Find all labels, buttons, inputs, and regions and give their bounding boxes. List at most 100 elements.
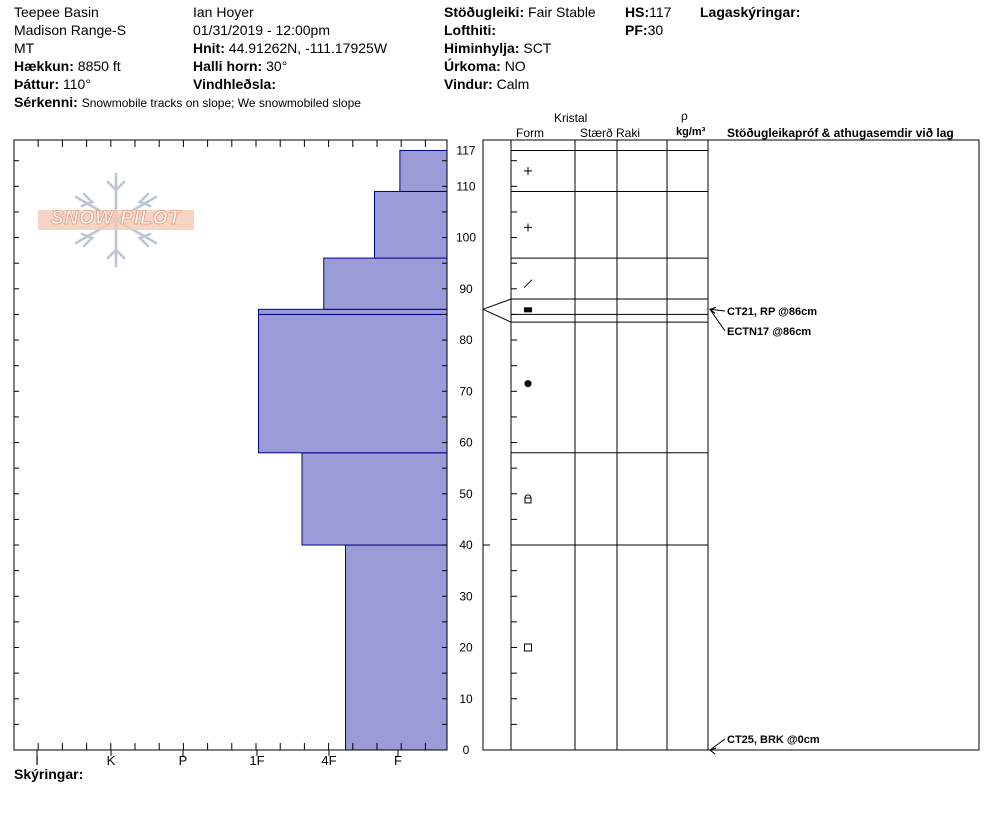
hardness-bar-5 [374, 190, 448, 259]
precip-label: Úrkoma: [444, 58, 501, 74]
hardness-bar-2 [258, 313, 448, 454]
rho-header: ρ [681, 109, 688, 123]
depth-label-90: 90 [459, 282, 473, 296]
hardness-label-5: F [394, 753, 402, 768]
hardness-label-4: 4F [321, 753, 336, 768]
depth-label-80: 80 [459, 333, 473, 347]
wind-label: Vindur: [444, 76, 493, 92]
hardness-label-3: 1F [249, 753, 264, 768]
wind-value: Calm [496, 76, 530, 92]
stability-test-label-0: CT21, RP @86cm [727, 306, 817, 318]
hs-label: HS: [625, 4, 650, 20]
elevation-label: Hækkun: [14, 58, 74, 74]
pf-value: 30 [647, 22, 664, 38]
form-symbol-rounding-faceted [524, 494, 532, 504]
hardness-bar-1 [301, 452, 448, 546]
range-name: Madison Range-S [14, 22, 127, 38]
hardness-bar-4 [323, 257, 448, 310]
depth-label-0: 0 [463, 743, 470, 757]
slope-value: 30° [266, 58, 288, 74]
stability-value: Fair Stable [528, 4, 596, 20]
depth-label-100: 100 [456, 231, 476, 245]
precip-row: Úrkoma: NO [444, 58, 526, 75]
tests-header: Stöðugleikapróf & athugasemdir við lag [727, 126, 954, 140]
depth-label-30: 30 [459, 589, 473, 603]
pf-label: PF: [625, 22, 648, 38]
aspect-row: Þáttur: 110° [14, 76, 91, 93]
depth-label-117: 117 [456, 143, 475, 157]
form-symbol-filled-rect [524, 307, 532, 313]
coords-row: Hnit: 44.91262N, -111.17925W [193, 40, 387, 57]
size-header: Stærð [580, 126, 613, 140]
slope-row: Halli horn: 30° [193, 58, 287, 75]
airtemp-label: Lofthiti: [444, 22, 497, 38]
airtemp-row: Lofthiti: [444, 22, 496, 39]
form-symbol-slash [523, 279, 533, 289]
sky-row: Himinhylja: SCT [444, 40, 551, 57]
depth-label-50: 50 [459, 487, 473, 501]
snowpilot-logo: SNOW PILOT [36, 170, 196, 270]
weak-layer-connector-bottom [482, 308, 512, 323]
features-row: Sérkenni: Snowmobile tracks on slope; We… [14, 94, 361, 112]
depth-label-20: 20 [459, 641, 473, 655]
hardness-bars [258, 149, 448, 751]
features-label: Sérkenni: [14, 94, 78, 110]
stability-tests: CT21, RP @86cm ECTN17 @86cm CT25, BRK @0cm [708, 306, 820, 755]
layer-boundaries [482, 149, 708, 546]
logo-text: SNOW PILOT [50, 208, 182, 230]
depth-label-40: 40 [459, 538, 473, 552]
aspect-value: 110° [63, 76, 91, 92]
weak-layer-connector-top [482, 298, 512, 310]
table-depth-ticks [511, 160, 517, 751]
form-symbol-square [524, 643, 532, 652]
form-symbol-plus [524, 223, 532, 232]
hardness-axis: I K P 1F 4F F [35, 750, 402, 768]
hardness-ticks [13, 140, 447, 751]
hs-value: 117 [649, 4, 672, 20]
moisture-header: Raki [616, 126, 641, 140]
slope-label: Halli horn: [193, 58, 263, 74]
wind-row: Vindur: Calm [444, 76, 529, 93]
wind-loading-label: Vindhleðsla: [193, 76, 276, 92]
stability-test-0: CT21, RP @86cm [708, 306, 817, 318]
sky-value: SCT [523, 40, 552, 56]
stability-row: Stöðugleiki: Fair Stable [444, 4, 596, 21]
stability-test-label-2: CT25, BRK @0cm [727, 734, 820, 746]
observation-datetime: 01/31/2019 - 12:00pm [193, 22, 330, 38]
layer-notes-label: Lagaskýringar: [700, 4, 801, 20]
hardness-label-2: P [179, 753, 188, 768]
depth-label-110: 110 [456, 179, 475, 193]
hardness-label-0: I [35, 753, 39, 768]
form-symbol-dot [524, 380, 532, 388]
elevation-row: Hækkun: 8850 ft [14, 58, 121, 75]
snowflake-icon [38, 172, 194, 268]
observer-name: Ian Hoyer [193, 4, 254, 20]
coords-value: 44.91262N, -111.17925W [228, 40, 388, 56]
depth-label-10: 10 [459, 692, 473, 706]
crystal-header: Kristal [554, 111, 588, 125]
hardness-bar-0 [345, 544, 448, 751]
stability-test-2: CT25, BRK @0cm [708, 734, 820, 755]
sky-label: Himinhylja: [444, 40, 520, 56]
features-value: Snowmobile tracks on slope; We snowmobil… [81, 96, 361, 110]
stability-test-label-1: ECTN17 @86cm [727, 326, 811, 338]
pf-row: PF:30 [625, 22, 663, 39]
state-name: MT [14, 40, 35, 56]
grain-form-symbols [523, 166, 533, 652]
hardness-bar-6 [399, 149, 448, 192]
stability-test-1: ECTN17 @86cm [708, 306, 811, 338]
stability-label: Stöðugleiki: [444, 4, 525, 20]
form-symbol-plus [524, 166, 532, 175]
depth-label-60: 60 [459, 436, 473, 450]
layer-table-frame [482, 139, 980, 751]
aspect-label: Þáttur: [14, 76, 60, 92]
wind-loading-row: Vindhleðsla: [193, 76, 276, 93]
location-name: Teepee Basin [14, 4, 99, 20]
hardness-plot-frame [13, 139, 448, 751]
hardness-bar-3 [258, 308, 448, 315]
hardness-label-1: K [107, 753, 116, 768]
form-header: Form [516, 126, 544, 140]
coords-label: Hnit: [193, 40, 225, 56]
elevation-value: 8850 ft [77, 58, 121, 74]
